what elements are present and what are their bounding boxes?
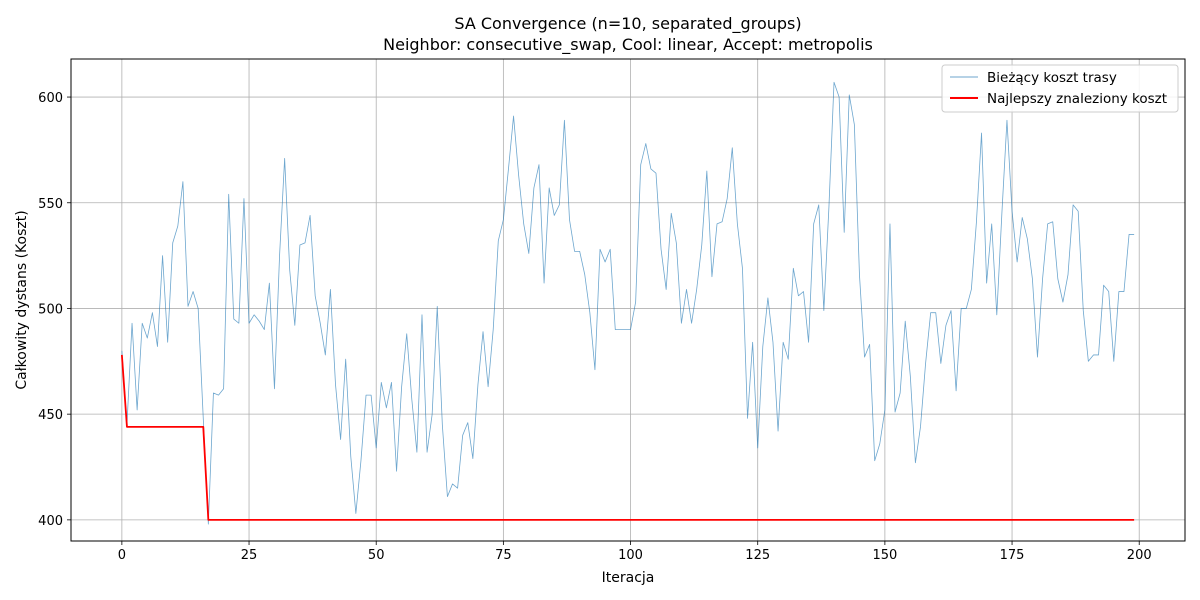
series-group [120,81,1135,525]
x-axis-label: Iteracja [602,570,655,586]
legend-label-best: Najlepszy znaleziony koszt [987,91,1167,107]
grid [71,59,1185,541]
series-line-current-cost [121,81,1135,525]
x-tick-label: 125 [745,548,770,563]
x-tick-label: 150 [872,548,897,563]
y-tick-label: 550 [38,197,63,212]
series-line-best-cost [120,354,1135,521]
x-tick-label: 50 [368,548,385,563]
axis-ticks: 0 25 50 75 100 125 150 175 200 400 450 500 550 600 [38,91,1151,563]
x-tick-label: 200 [1127,548,1152,563]
plot-frame [70,58,1186,542]
chart-title: SA Convergence (n=10, separated_groups) [454,14,801,34]
y-tick-label: 400 [38,514,63,529]
legend-label-current: Bieżący koszt trasy [987,70,1117,86]
y-tick-label: 500 [38,302,63,317]
x-tick-label: 175 [1000,548,1025,563]
x-tick-label: 100 [618,548,643,563]
y-tick-label: 450 [38,408,63,423]
legend: Bieżący koszt trasy Najlepszy znaleziony… [941,64,1179,113]
y-axis-label: Całkowity dystans (Koszt) [14,210,30,389]
chart-subtitle: Neighbor: consecutive_swap, Cool: linear… [383,35,873,55]
y-tick-label: 600 [38,91,63,106]
x-tick-label: 0 [118,548,126,563]
x-tick-label: 25 [241,548,258,563]
x-tick-label: 75 [495,548,512,563]
legend-box [941,64,1179,113]
